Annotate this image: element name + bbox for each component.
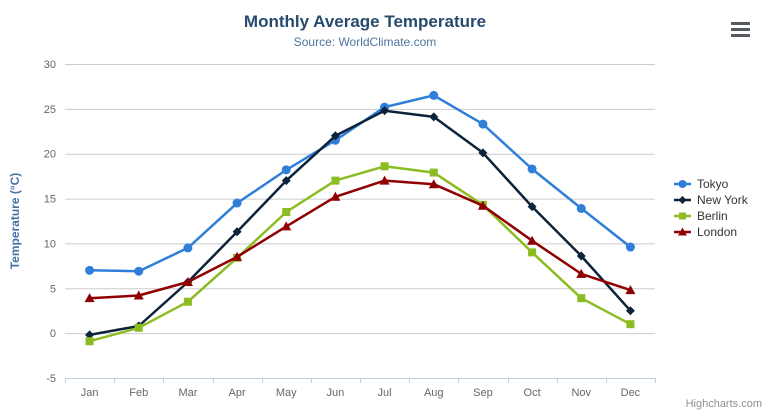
x-tick-label: May bbox=[276, 387, 297, 399]
grid-lines bbox=[65, 64, 655, 335]
y-tick-label: 15 bbox=[44, 194, 56, 206]
y-tick-label: 5 bbox=[50, 283, 56, 295]
circle-marker-icon bbox=[674, 180, 691, 188]
x-tick-label: Dec bbox=[621, 387, 641, 399]
x-tick-label: Aug bbox=[424, 387, 444, 399]
legend-label: Tokyo bbox=[697, 177, 729, 191]
credits-link[interactable]: Highcharts.com bbox=[685, 398, 762, 410]
legend-item-new-york[interactable]: New York bbox=[674, 192, 748, 208]
y-tick-label: 20 bbox=[44, 149, 56, 161]
legend-label: Berlin bbox=[697, 209, 728, 223]
y-tick-label: 25 bbox=[44, 104, 56, 116]
export-menu-button[interactable] bbox=[731, 21, 752, 38]
legend-label: London bbox=[697, 225, 738, 239]
chart-subtitle: Source: WorldClimate.com bbox=[293, 35, 437, 49]
series-tokyo[interactable] bbox=[85, 90, 635, 276]
x-tick-label: Sep bbox=[473, 387, 493, 399]
legend-item-london[interactable]: London bbox=[674, 224, 748, 240]
legend-item-tokyo[interactable]: Tokyo bbox=[674, 176, 748, 192]
x-tick-label: Jan bbox=[81, 387, 99, 399]
x-tick-label: Jul bbox=[378, 387, 392, 399]
y-tick-label: -5 bbox=[46, 373, 56, 385]
legend-item-berlin[interactable]: Berlin bbox=[674, 208, 748, 224]
legend: Tokyo New York Berlin London bbox=[674, 176, 748, 240]
x-tick-label: Oct bbox=[524, 387, 541, 399]
square-marker-icon bbox=[674, 212, 691, 220]
hamburger-menu-icon bbox=[731, 21, 750, 26]
x-tick-label: Feb bbox=[129, 387, 148, 399]
y-tick-label: 30 bbox=[44, 59, 56, 71]
x-tick-label: Nov bbox=[571, 387, 591, 399]
x-tick-label: Apr bbox=[229, 387, 246, 399]
chart-title: Monthly Average Temperature bbox=[243, 12, 487, 31]
x-tick-label: Mar bbox=[178, 387, 197, 399]
series-new-york[interactable] bbox=[85, 106, 635, 340]
legend-label: New York bbox=[697, 193, 748, 207]
diamond-marker-icon bbox=[674, 196, 691, 204]
triangle-marker-icon bbox=[674, 227, 691, 236]
x-tick-label: Jun bbox=[327, 387, 345, 399]
y-tick-label: 10 bbox=[44, 238, 56, 250]
series-london[interactable] bbox=[84, 175, 636, 303]
y-tick-label: 0 bbox=[50, 328, 56, 340]
